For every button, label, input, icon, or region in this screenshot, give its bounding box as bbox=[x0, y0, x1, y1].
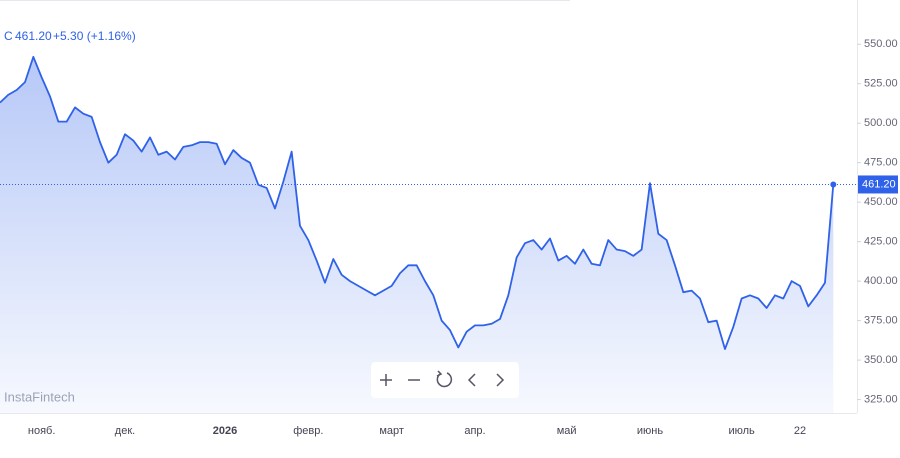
x-tick-label: май bbox=[557, 425, 577, 437]
y-tick-label: 475.00 bbox=[864, 157, 898, 169]
plot bbox=[0, 55, 857, 413]
x-tick-label: июль bbox=[728, 425, 755, 437]
x-tick-label: март bbox=[379, 425, 404, 437]
x-tick-label: 22 bbox=[794, 425, 806, 437]
x-tick-label: нояб. bbox=[28, 425, 56, 437]
scroll-left-button[interactable] bbox=[462, 366, 482, 394]
zoom-in-button[interactable] bbox=[374, 366, 398, 394]
change: +5.30 (+1.16%) bbox=[53, 29, 136, 43]
area-fill bbox=[0, 56, 834, 413]
x-tick-label: 2026 bbox=[213, 425, 237, 437]
y-tick-label: 375.00 bbox=[864, 315, 898, 327]
y-tick-label: 550.00 bbox=[864, 38, 898, 50]
y-tick-label: 400.00 bbox=[864, 275, 898, 287]
reset-button[interactable] bbox=[432, 366, 456, 394]
x-tick-label: дек. bbox=[115, 425, 135, 437]
last-price-badge bbox=[858, 175, 898, 194]
y-tick-label: 525.00 bbox=[864, 78, 898, 90]
zoom-out-button[interactable] bbox=[402, 366, 426, 394]
last-point bbox=[830, 181, 837, 188]
y-tick-label: 450.00 bbox=[864, 196, 898, 208]
last-price-label: 461.20 bbox=[862, 178, 896, 190]
y-tick-label: 325.00 bbox=[864, 393, 898, 405]
y-tick-label: 350.00 bbox=[864, 354, 898, 366]
price-line bbox=[0, 55, 835, 350]
price: 461.20 bbox=[15, 29, 52, 43]
watermark: InstaFintech bbox=[4, 389, 75, 404]
x-tick-label: апр. bbox=[464, 425, 485, 437]
y-tick-label: 500.00 bbox=[864, 117, 898, 129]
y-tick-label: 425.00 bbox=[864, 236, 898, 248]
x-tick-label: февр. bbox=[293, 425, 323, 437]
symbol: C bbox=[4, 29, 13, 43]
scroll-right-button[interactable] bbox=[490, 366, 510, 394]
x-tick-label: июнь bbox=[637, 425, 663, 437]
toolbar bbox=[371, 362, 519, 398]
